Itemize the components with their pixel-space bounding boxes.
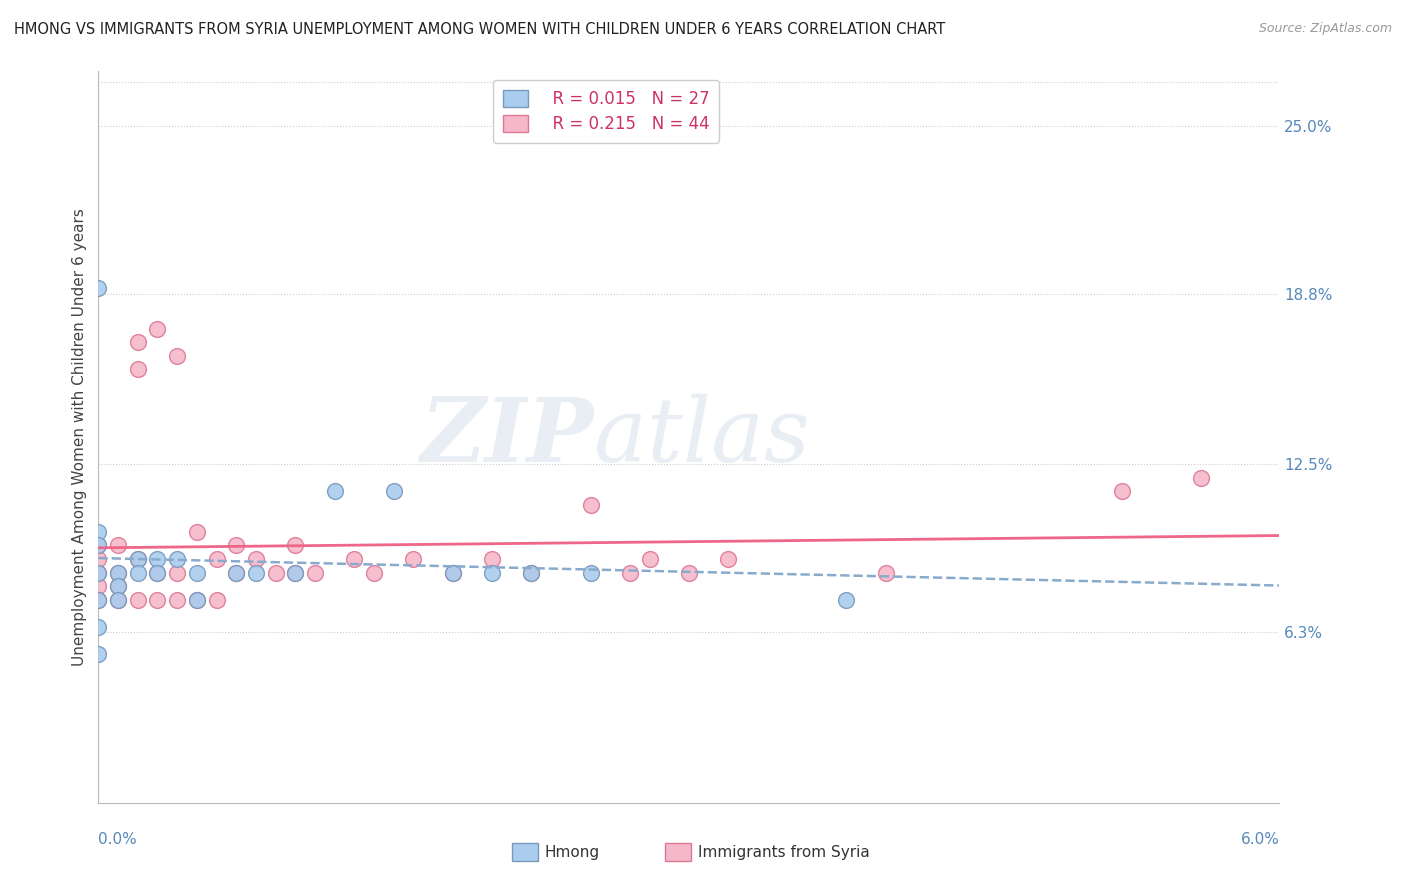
Point bbox=[107, 579, 129, 593]
Point bbox=[875, 566, 897, 580]
Point bbox=[146, 552, 169, 566]
Point bbox=[186, 566, 208, 580]
Point bbox=[717, 552, 740, 566]
Point bbox=[284, 538, 307, 552]
Point bbox=[87, 566, 110, 580]
Point bbox=[107, 566, 129, 580]
Text: Immigrants from Syria: Immigrants from Syria bbox=[699, 845, 870, 860]
Point bbox=[638, 552, 661, 566]
FancyBboxPatch shape bbox=[665, 843, 692, 862]
Point bbox=[146, 566, 169, 580]
Point bbox=[225, 538, 247, 552]
Point bbox=[87, 566, 110, 580]
Point bbox=[166, 566, 188, 580]
Point bbox=[87, 552, 110, 566]
Point bbox=[245, 552, 267, 566]
Point bbox=[166, 349, 188, 363]
Point bbox=[382, 484, 405, 499]
Point bbox=[619, 566, 641, 580]
Point bbox=[1189, 471, 1212, 485]
Point bbox=[127, 335, 149, 350]
Point bbox=[205, 552, 228, 566]
Point bbox=[225, 566, 247, 580]
Point bbox=[87, 647, 110, 661]
Text: HMONG VS IMMIGRANTS FROM SYRIA UNEMPLOYMENT AMONG WOMEN WITH CHILDREN UNDER 6 YE: HMONG VS IMMIGRANTS FROM SYRIA UNEMPLOYM… bbox=[14, 22, 945, 37]
Point bbox=[127, 552, 149, 566]
Point bbox=[343, 552, 366, 566]
Point bbox=[304, 566, 326, 580]
Text: 6.0%: 6.0% bbox=[1240, 832, 1279, 847]
Point bbox=[678, 566, 700, 580]
Point bbox=[245, 566, 267, 580]
Point bbox=[441, 566, 464, 580]
Text: ZIP: ZIP bbox=[420, 394, 595, 480]
Point bbox=[520, 566, 543, 580]
Point bbox=[127, 592, 149, 607]
Point bbox=[107, 566, 129, 580]
Point bbox=[127, 552, 149, 566]
Point bbox=[363, 566, 385, 580]
Point bbox=[127, 362, 149, 376]
Point bbox=[284, 566, 307, 580]
Point bbox=[264, 566, 287, 580]
Text: Hmong: Hmong bbox=[546, 845, 600, 860]
Point bbox=[87, 592, 110, 607]
Point bbox=[579, 498, 602, 512]
Point bbox=[146, 322, 169, 336]
Point bbox=[87, 620, 110, 634]
Point bbox=[87, 524, 110, 539]
Point bbox=[146, 566, 169, 580]
Point bbox=[87, 538, 110, 552]
Point bbox=[107, 579, 129, 593]
Point bbox=[441, 566, 464, 580]
Point bbox=[835, 592, 858, 607]
Text: atlas: atlas bbox=[595, 393, 810, 481]
Point bbox=[225, 566, 247, 580]
Point bbox=[146, 592, 169, 607]
Point bbox=[87, 538, 110, 552]
Point bbox=[87, 592, 110, 607]
Point bbox=[520, 566, 543, 580]
Point bbox=[186, 592, 208, 607]
Y-axis label: Unemployment Among Women with Children Under 6 years: Unemployment Among Women with Children U… bbox=[72, 208, 87, 666]
Point bbox=[481, 552, 503, 566]
Point bbox=[166, 552, 188, 566]
Point bbox=[186, 524, 208, 539]
Text: 0.0%: 0.0% bbox=[98, 832, 138, 847]
Point bbox=[107, 538, 129, 552]
Legend:   R = 0.015   N = 27,   R = 0.215   N = 44: R = 0.015 N = 27, R = 0.215 N = 44 bbox=[494, 79, 720, 143]
Point bbox=[1111, 484, 1133, 499]
Point bbox=[186, 592, 208, 607]
Point bbox=[87, 281, 110, 295]
Point bbox=[166, 592, 188, 607]
Point bbox=[323, 484, 346, 499]
FancyBboxPatch shape bbox=[512, 843, 537, 862]
Point bbox=[579, 566, 602, 580]
Point bbox=[107, 592, 129, 607]
Point bbox=[205, 592, 228, 607]
Point bbox=[402, 552, 425, 566]
Point bbox=[481, 566, 503, 580]
Point bbox=[284, 566, 307, 580]
Text: Source: ZipAtlas.com: Source: ZipAtlas.com bbox=[1258, 22, 1392, 36]
Point bbox=[87, 579, 110, 593]
Point bbox=[107, 592, 129, 607]
Point bbox=[127, 566, 149, 580]
